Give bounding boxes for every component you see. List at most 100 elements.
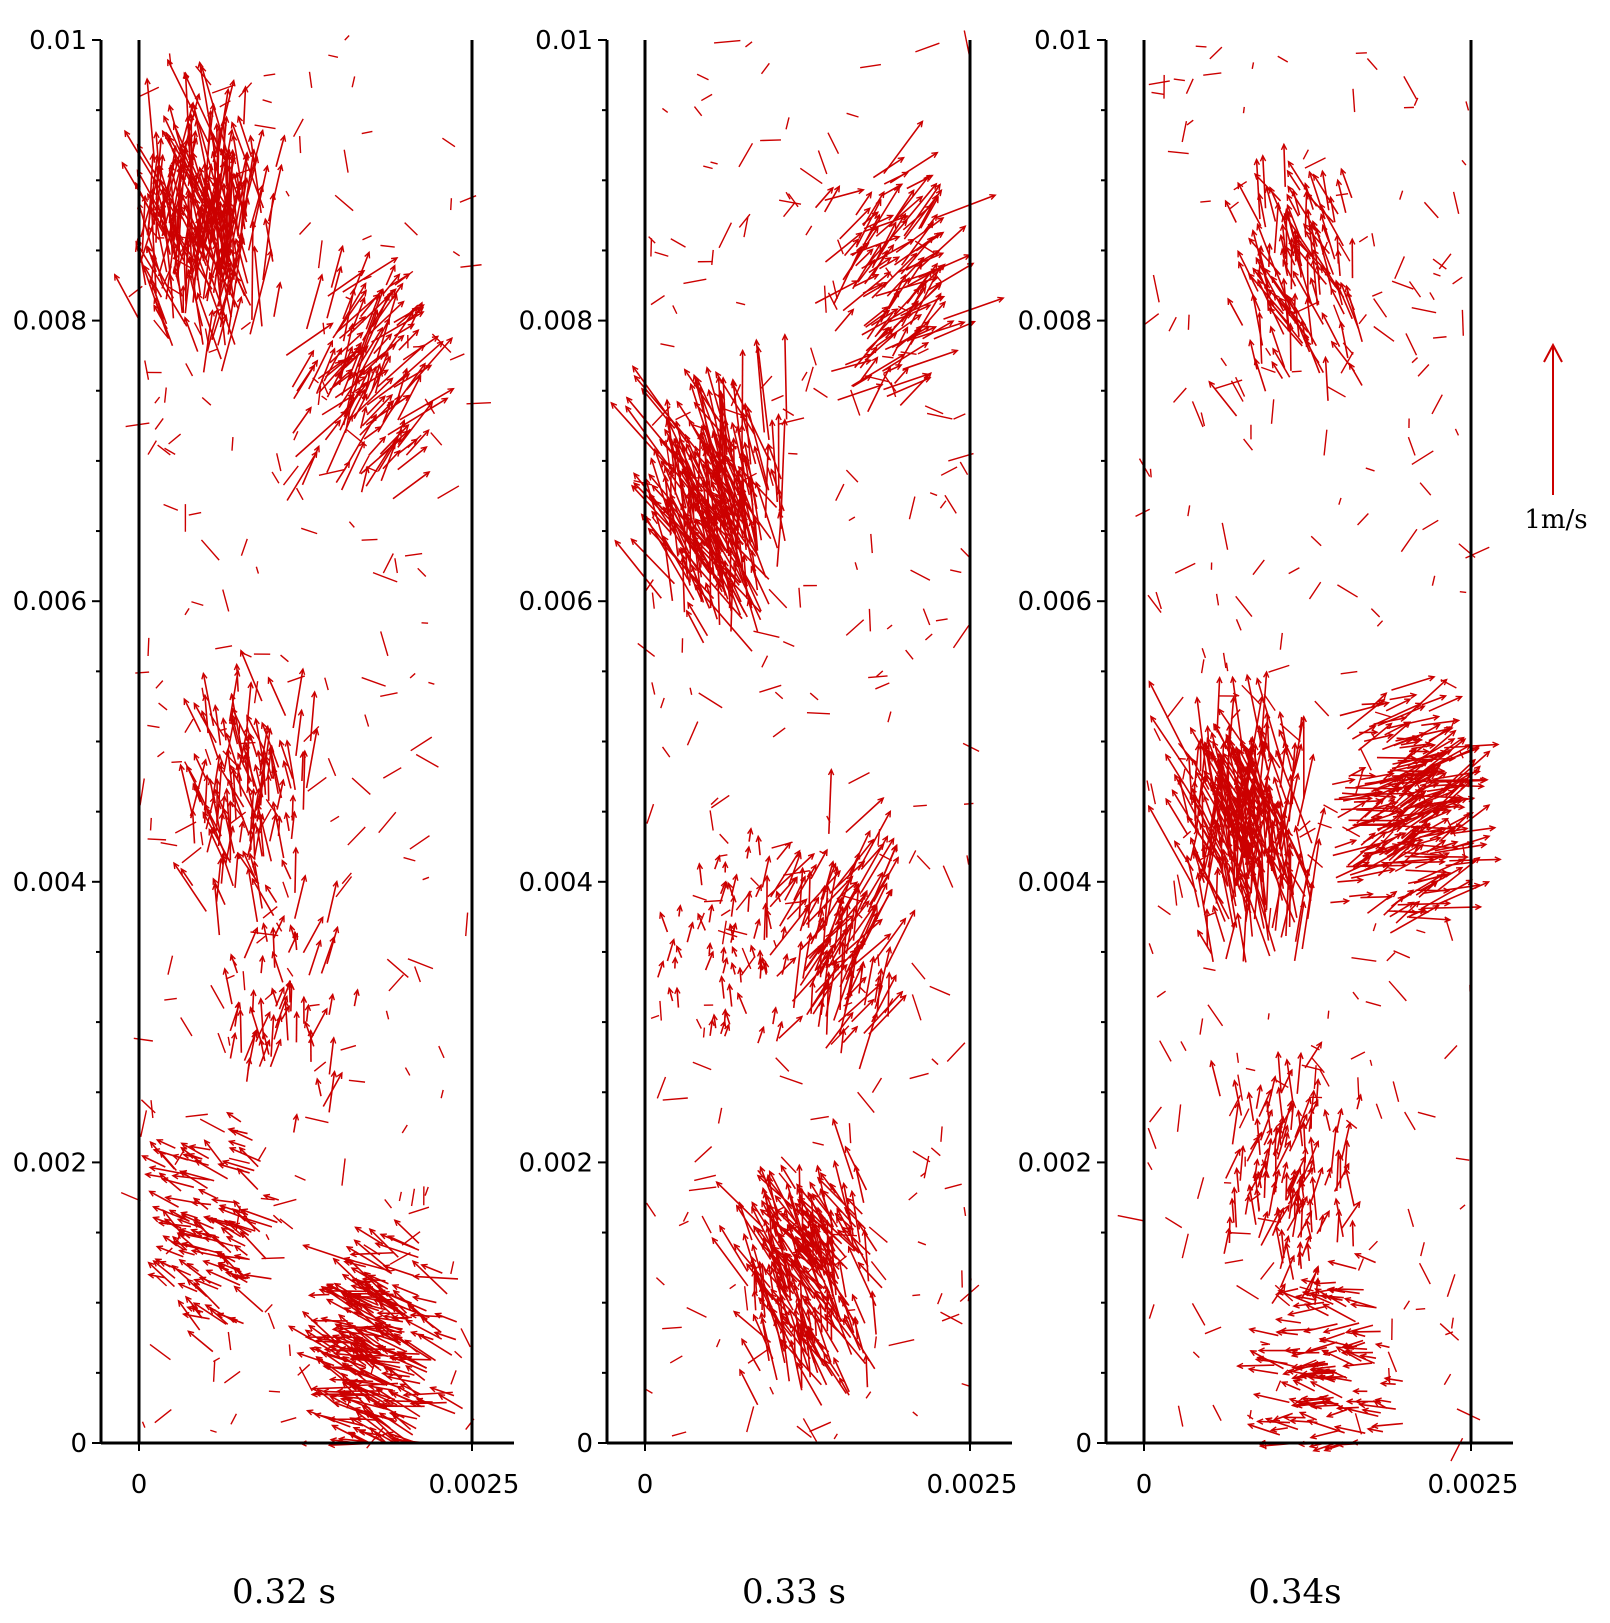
velocity-vector-head xyxy=(339,1356,348,1363)
velocity-vector xyxy=(212,1198,239,1204)
velocity-vector-head xyxy=(278,739,285,747)
velocity-vector xyxy=(842,903,849,970)
velocity-vector-head xyxy=(672,437,679,446)
velocity-vector-head xyxy=(1492,741,1500,748)
velocity-vector xyxy=(180,1017,193,1037)
velocity-vector xyxy=(450,1370,457,1385)
velocity-vector xyxy=(298,1366,313,1392)
velocity-vector xyxy=(341,1357,367,1369)
velocity-vector xyxy=(875,670,884,678)
velocity-vector-head xyxy=(405,1364,413,1372)
velocity-vector xyxy=(830,1233,857,1237)
velocity-vector-head xyxy=(334,419,342,427)
velocity-vector xyxy=(243,1029,258,1061)
velocity-vector-head xyxy=(297,708,305,717)
velocity-vector xyxy=(150,253,156,285)
velocity-vector xyxy=(252,813,256,860)
velocity-vector xyxy=(199,1118,225,1133)
velocity-vector-head xyxy=(647,527,655,535)
velocity-vector xyxy=(670,238,686,248)
velocity-vector xyxy=(1292,271,1324,325)
velocity-vector xyxy=(1421,695,1446,706)
velocity-vector xyxy=(858,357,879,383)
velocity-vector-head xyxy=(308,1346,317,1353)
velocity-vector xyxy=(1273,777,1284,806)
velocity-vector-head xyxy=(756,1174,764,1182)
velocity-vector-head xyxy=(225,261,232,269)
velocity-vector xyxy=(857,1091,875,1113)
velocity-vector xyxy=(159,1172,182,1192)
velocity-vector-head xyxy=(224,87,231,96)
velocity-vector xyxy=(230,717,239,745)
velocity-vector xyxy=(1288,309,1310,341)
velocity-vector xyxy=(723,1024,730,1037)
velocity-vector-head xyxy=(651,484,659,492)
velocity-vector xyxy=(924,405,944,415)
velocity-vector xyxy=(646,803,655,824)
velocity-vector-head xyxy=(872,274,880,280)
velocity-vector xyxy=(864,244,894,285)
velocity-vector-head xyxy=(1234,757,1241,765)
velocity-vector-head xyxy=(1229,695,1237,704)
velocity-vector xyxy=(242,86,247,125)
velocity-vector-head xyxy=(1412,739,1421,746)
velocity-vector xyxy=(1415,852,1449,869)
velocity-vector-head xyxy=(766,1263,773,1271)
velocity-vector xyxy=(341,872,352,885)
velocity-vector-head xyxy=(205,1269,213,1276)
velocity-vector xyxy=(440,1089,444,1099)
velocity-vector-head xyxy=(1371,816,1379,823)
velocity-vector xyxy=(862,283,883,294)
velocity-vector-head xyxy=(1436,873,1445,881)
velocity-vector xyxy=(768,1171,798,1225)
velocity-vector-head xyxy=(937,231,945,239)
velocity-vector-head xyxy=(855,231,863,239)
velocity-vector-head xyxy=(751,1243,758,1252)
velocity-vector xyxy=(262,906,278,919)
velocity-vector-head xyxy=(707,903,715,912)
velocity-vector xyxy=(223,718,235,772)
velocity-vector-head xyxy=(1287,160,1294,168)
velocity-vector-head xyxy=(750,565,757,573)
velocity-vector-head xyxy=(858,860,866,868)
velocity-vector xyxy=(857,1262,883,1289)
velocity-vector xyxy=(159,1151,177,1172)
velocity-vector-head xyxy=(374,425,383,433)
velocity-vector xyxy=(262,1032,270,1055)
velocity-vector xyxy=(353,989,359,1007)
velocity-vector-head xyxy=(197,60,204,69)
velocity-vector xyxy=(413,1275,459,1280)
velocity-vector-head xyxy=(899,994,907,1002)
velocity-vector xyxy=(788,852,802,886)
velocity-vector-head xyxy=(753,338,761,347)
velocity-vector xyxy=(731,947,738,957)
velocity-vector xyxy=(811,950,828,985)
velocity-vector-head xyxy=(172,266,179,274)
velocity-vector xyxy=(810,347,817,366)
velocity-vector xyxy=(799,167,823,185)
velocity-vector xyxy=(366,373,410,406)
velocity-vector xyxy=(776,842,792,860)
velocity-vector xyxy=(167,286,182,295)
velocity-vector xyxy=(897,305,911,314)
velocity-vector xyxy=(784,877,798,901)
velocity-vector xyxy=(827,1294,853,1355)
velocity-vector xyxy=(298,222,312,236)
velocity-vector xyxy=(250,931,279,937)
velocity-vector-head xyxy=(336,1071,343,1080)
velocity-vector-head xyxy=(363,369,370,377)
velocity-vector xyxy=(273,1015,282,1040)
velocity-vector xyxy=(284,1001,289,1041)
velocity-vector xyxy=(814,187,834,209)
velocity-vector xyxy=(871,975,897,1023)
velocity-vector xyxy=(710,161,718,165)
velocity-vector-head xyxy=(209,194,217,203)
velocity-vector xyxy=(714,855,721,870)
velocity-vector-head xyxy=(884,933,892,941)
velocity-vector-head xyxy=(349,1417,357,1424)
velocity-vector xyxy=(154,417,164,430)
velocity-vector-head xyxy=(796,1361,803,1370)
velocity-vector-head xyxy=(1340,167,1347,176)
velocity-vector-head xyxy=(1394,832,1402,840)
velocity-vector xyxy=(719,1225,749,1272)
